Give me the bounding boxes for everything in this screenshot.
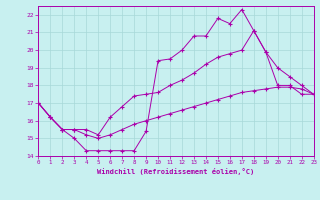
- X-axis label: Windchill (Refroidissement éolien,°C): Windchill (Refroidissement éolien,°C): [97, 168, 255, 175]
